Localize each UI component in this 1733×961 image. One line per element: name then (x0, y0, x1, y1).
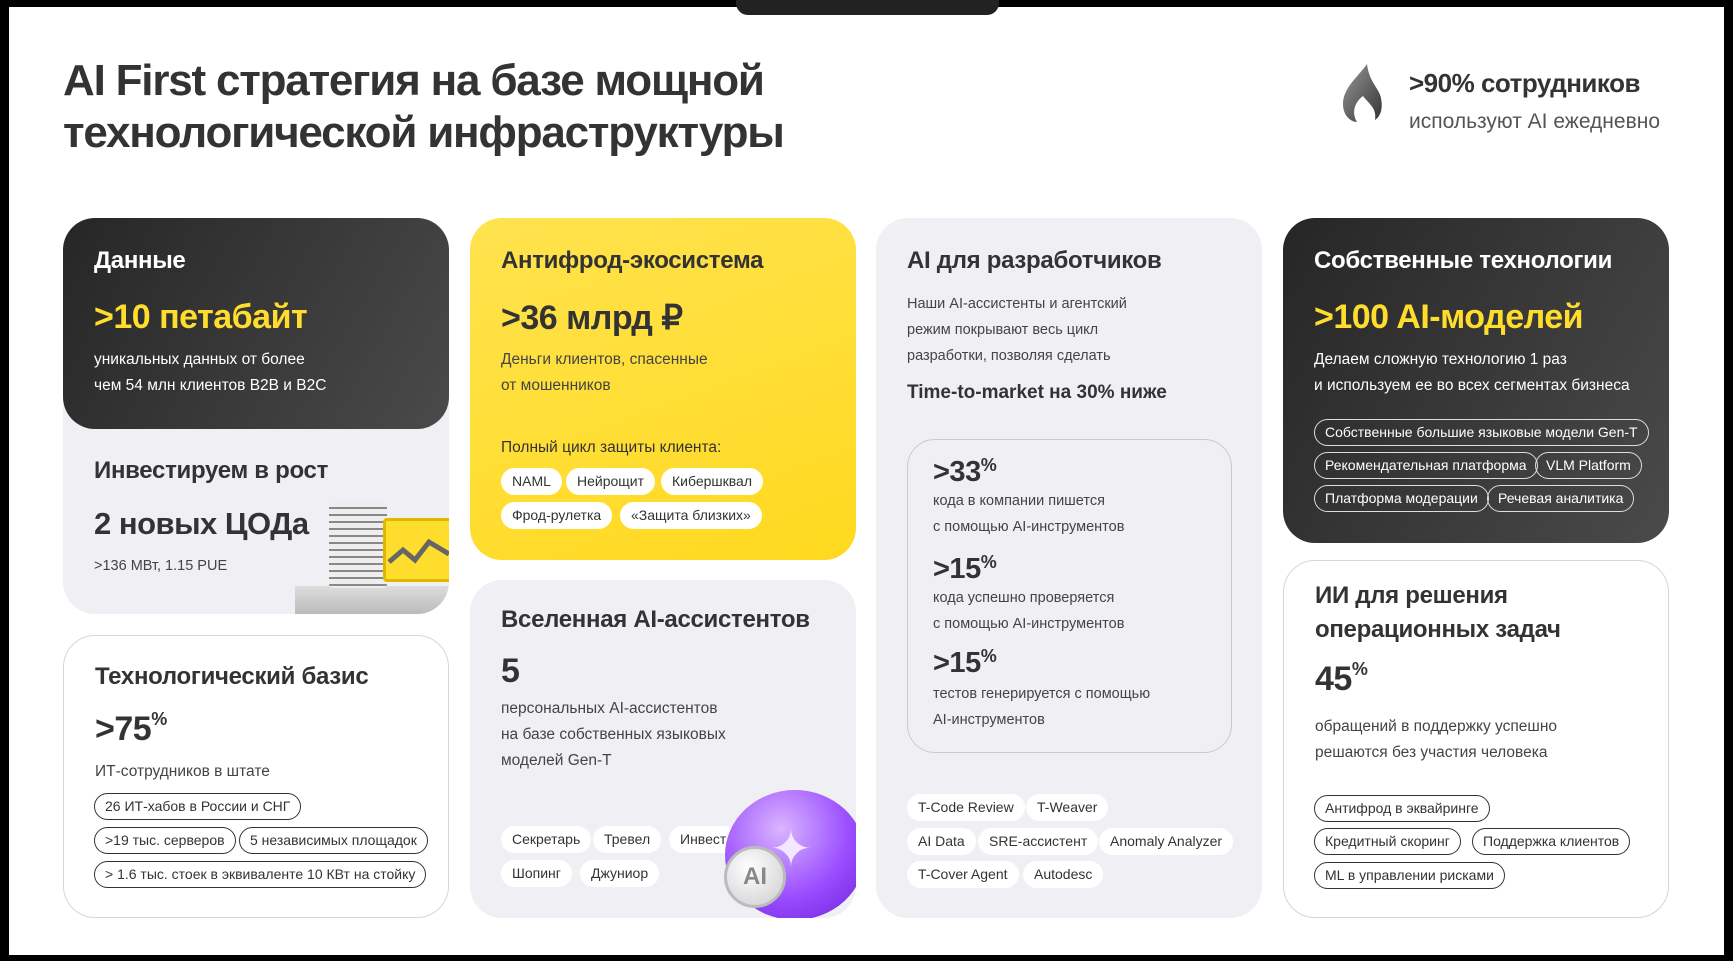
stat-text: с помощью AI-инструментов (933, 616, 1125, 632)
assistants-text-1: персональных AI-ассистентов (501, 700, 718, 717)
invest-value: 2 новых ЦОДа (94, 506, 309, 541)
own-tech-card: Собственные технологии >100 AI-моделей Д… (1283, 218, 1669, 543)
antifraud-text-1: Деньги клиентов, спасенные (501, 351, 708, 368)
assistants-value: 5 (501, 652, 520, 690)
dev-highlight: Time-to-market на 30% ниже (907, 382, 1167, 403)
invest-text: >136 МВт, 1.15 PUE (94, 558, 228, 574)
chip: Джуниор (580, 860, 660, 887)
chip: Платформа модерации (1314, 485, 1489, 512)
chip: 26 ИТ-хабов в России и СНГ (94, 793, 302, 820)
tech-value: >75% (95, 709, 167, 748)
chip: NAML (501, 468, 562, 495)
chip: 5 независимых площадок (239, 827, 428, 854)
chip: Кибершквал (661, 468, 764, 495)
chip: Тревел (593, 826, 662, 853)
chip: Поддержка клиентов (1472, 828, 1631, 855)
antifraud-text-2: от мошенников (501, 377, 611, 394)
chip: T-Weaver (1026, 794, 1109, 821)
chip: Секретарь (501, 826, 592, 853)
data-card: Данные >10 петабайт уникальных данных от… (63, 218, 449, 429)
ops-text-2: решаются без участия человека (1315, 744, 1548, 761)
title-line-2: технологической инфраструктуры (63, 108, 785, 157)
dev-stats-box: >33% кода в компании пишется с помощью A… (907, 439, 1232, 753)
chip: Anomaly Analyzer (1099, 828, 1234, 855)
stat-text: с помощью AI-инструментов (933, 519, 1125, 535)
own-tech-text-1: Делаем сложную технологию 1 раз (1314, 351, 1567, 368)
ai-badge: AI (724, 846, 786, 908)
dev-text-3: разработки, позволяя сделать (907, 348, 1111, 364)
tech-heading: Технологический базис (95, 663, 369, 690)
antifraud-value: >36 млрд ₽ (501, 299, 683, 337)
ops-card: ИИ для решения операционных задач 45% об… (1283, 560, 1669, 918)
stat-value: >15% (933, 646, 997, 679)
chip: >19 тыс. серверов (94, 827, 236, 854)
assistants-text-3: моделей Gen-T (501, 752, 612, 769)
assistants-heading: Вселенная AI-ассистентов (501, 606, 810, 633)
own-tech-value: >100 AI-моделей (1314, 298, 1584, 336)
ops-value: 45% (1315, 659, 1368, 698)
tech-text: ИТ-сотрудников в штате (95, 763, 270, 780)
dev-text-2: режим покрывают весь цикл (907, 322, 1099, 338)
dev-heading: AI для разработчиков (907, 247, 1162, 274)
invest-heading: Инвестируем в рост (94, 457, 329, 484)
stat-value: >15% (933, 552, 997, 585)
title-line-1: AI First стратегия на базе мощной (63, 56, 765, 105)
dev-card: AI для разработчиков Наши AI-ассистенты … (876, 218, 1262, 918)
chip: VLM Platform (1535, 452, 1642, 479)
chip: Кредитный скоринг (1314, 828, 1461, 855)
tech-card: Технологический базис >75% ИТ-сотруднико… (63, 635, 449, 918)
chip: Шопинг (501, 860, 572, 887)
chip: T-Code Review (907, 794, 1025, 821)
kpi-value: >90% сотрудников (1409, 68, 1640, 98)
chip: Рекомендательная платформа (1314, 452, 1538, 479)
antifraud-heading: Антифрод-экосистема (501, 247, 764, 274)
chip: Нейрощит (566, 468, 656, 495)
data-heading: Данные (94, 247, 186, 274)
chip: Autodesc (1023, 861, 1104, 888)
stat-text: тестов генерируется с помощью (933, 686, 1151, 702)
kpi-label: используют AI ежедневно (1409, 110, 1660, 133)
chip: AI Data (907, 828, 976, 855)
chip: > 1.6 тыс. стоек в эквиваленте 10 КВт на… (94, 861, 427, 888)
dev-text-1: Наши AI-ассистенты и агентский (907, 296, 1127, 312)
stat-text: кода успешно проверяется (933, 590, 1115, 606)
assistants-card: Вселенная AI-ассистентов 5 персональных … (470, 580, 856, 918)
chip: Речевая аналитика (1487, 485, 1635, 512)
antifraud-subheading: Полный цикл защиты клиента: (501, 439, 722, 456)
chip: SRE-ассистент (978, 828, 1099, 855)
stat-text: кода в компании пишется (933, 493, 1105, 509)
camera-notch (736, 0, 999, 15)
data-text-1: уникальных данных от более (94, 351, 305, 368)
page-title: AI First стратегия на базе мощной технол… (63, 55, 785, 159)
chip: Фрод-рулетка (501, 502, 613, 529)
ops-text-1: обращений в поддержку успешно (1315, 718, 1557, 735)
chip: Собственные большие языковые модели Gen-… (1314, 419, 1649, 446)
flame-icon (1343, 64, 1382, 122)
chip: «Защита близких» (620, 502, 762, 529)
chip: ML в управлении рисками (1314, 862, 1505, 889)
data-value: >10 петабайт (94, 298, 308, 336)
assistants-text-2: на базе собственных языковых (501, 726, 726, 743)
chip: T-Cover Agent (907, 861, 1019, 888)
stat-value: >33% (933, 455, 997, 488)
ops-heading-2: операционных задач (1315, 616, 1561, 643)
own-tech-heading: Собственные технологии (1314, 247, 1613, 274)
datacenter-illustration (295, 496, 449, 614)
antifraud-card: Антифрод-экосистема >36 млрд ₽ Деньги кл… (470, 218, 856, 560)
stat-text: AI-инструментов (933, 712, 1045, 728)
ops-heading-1: ИИ для решения (1315, 582, 1508, 609)
own-tech-text-2: и используем ее во всех сегментах бизнес… (1314, 377, 1630, 394)
data-text-2: чем 54 млн клиентов B2B и B2C (94, 377, 327, 394)
chip: Антифрод в эквайринге (1314, 795, 1490, 822)
